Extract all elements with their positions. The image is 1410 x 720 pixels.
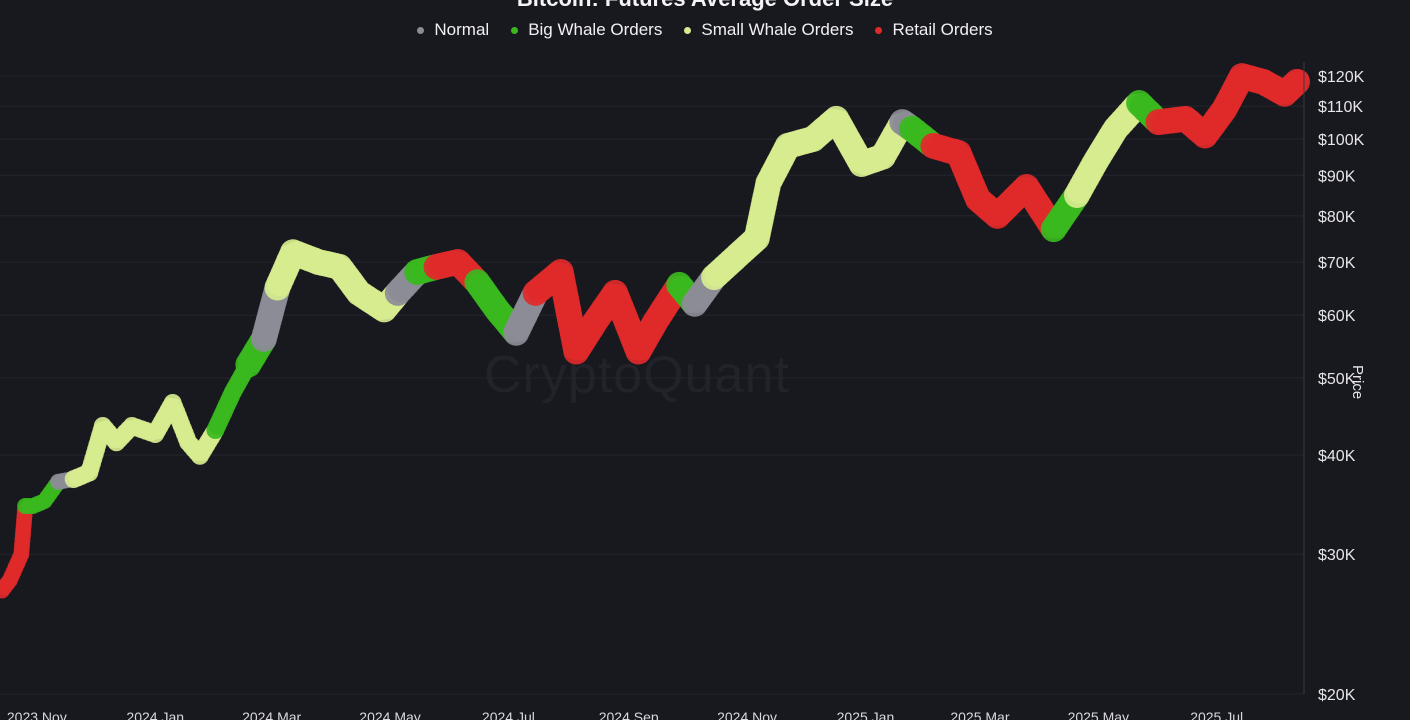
x-tick-label: 2024 Jan [126,709,184,720]
y-tick-label: $120K [1318,69,1365,86]
x-tick-label: 2025 Jan [837,709,895,720]
y-tick-label: $100K [1318,132,1365,149]
legend-dot-big-whale [511,26,519,34]
legend-dot-retail [875,26,883,34]
x-tick-labels: 2023 Nov 2024 Jan 2024 Mar 2024 May 2024 Jul… [7,709,1243,720]
y-tick-label: $20K [1318,687,1356,704]
legend-item-retail[interactable]: Retail Orders [875,20,993,40]
legend-item-big-whale[interactable]: Big Whale Orders [511,20,662,40]
x-tick-label: 2025 Jul [1190,709,1243,720]
x-tick-label: 2025 Mar [950,709,1009,720]
y-tick-label: $80K [1318,209,1356,226]
legend-item-normal[interactable]: Normal [417,20,489,40]
x-tick-label: 2024 May [359,709,420,720]
y-tick-label: $30K [1318,547,1356,564]
legend-label-retail: Retail Orders [892,20,993,39]
data-points [0,63,1310,599]
x-tick-label: 2024 Sep [599,709,659,720]
gridlines [0,75,1304,695]
legend: Normal Big Whale Orders Small Whale Orde… [0,20,1410,40]
chart-title: Bitcoin: Futures Average Order Size [0,0,1410,12]
x-tick-label: 2024 Jul [482,709,535,720]
y-tick-label: $110K [1318,99,1363,116]
data-point [1291,70,1310,88]
y-tick-label: $90K [1318,168,1356,185]
y-tick-label: $50K [1318,371,1356,388]
y-tick-label: $60K [1318,308,1356,325]
legend-item-small-whale[interactable]: Small Whale Orders [684,20,853,40]
legend-label-small-whale: Small Whale Orders [701,20,854,39]
x-tick-label: 2025 May [1068,709,1129,720]
legend-label-big-whale: Big Whale Orders [528,20,663,39]
legend-dot-normal [417,26,425,34]
y-tick-label: $40K [1318,448,1356,465]
legend-dot-small-whale [684,26,692,34]
y-axis-label: Price [1349,365,1366,400]
x-tick-label: 2024 Nov [717,709,777,720]
y-tick-label: $70K [1318,255,1356,272]
x-tick-label: 2024 Mar [242,709,301,720]
legend-label-normal: Normal [434,20,490,39]
y-tick-labels: $20K $30K $40K $50K $60K $70K $80K $90K $100K $11… [1318,69,1365,704]
x-tick-label: 2023 Nov [7,709,67,720]
